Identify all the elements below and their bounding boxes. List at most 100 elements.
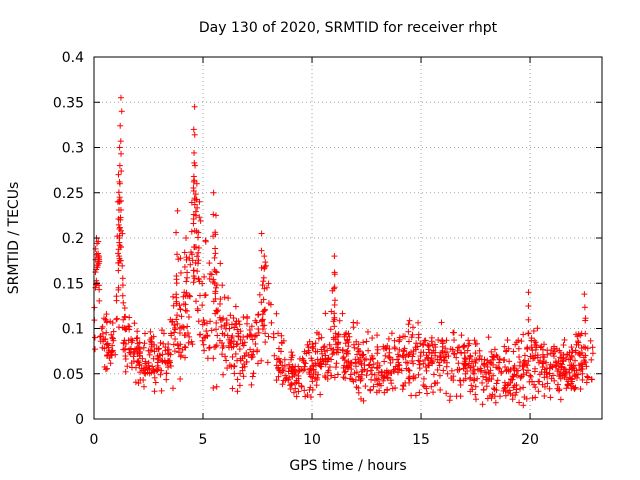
data-point: [182, 292, 189, 299]
data-point: [179, 346, 186, 353]
data-point: [384, 375, 391, 382]
data-point: [218, 339, 225, 346]
data-point: [108, 331, 115, 338]
x-axis-label: GPS time / hours: [289, 458, 406, 474]
data-point: [196, 278, 203, 285]
data-point: [584, 373, 591, 380]
data-point: [190, 187, 197, 194]
data-point: [261, 285, 268, 292]
data-point: [385, 335, 392, 342]
data-point: [383, 369, 390, 376]
data-point: [183, 289, 190, 296]
data-point: [423, 367, 430, 374]
data-point: [332, 364, 339, 371]
data-point: [126, 349, 133, 356]
data-point: [249, 336, 256, 343]
data-point: [467, 352, 474, 359]
data-point: [190, 173, 197, 180]
data-point: [330, 318, 337, 325]
data-point: [230, 343, 237, 350]
data-point: [234, 376, 241, 383]
data-point: [159, 358, 166, 365]
data-point: [471, 376, 478, 383]
data-point: [568, 375, 575, 382]
data-point: [367, 386, 374, 393]
data-point: [345, 363, 352, 370]
data-point: [493, 387, 500, 394]
data-point: [581, 304, 588, 311]
data-point: [113, 293, 120, 300]
data-point: [520, 402, 527, 409]
data-point: [119, 262, 126, 269]
data-point: [174, 320, 181, 327]
data-point: [585, 374, 592, 381]
data-point: [239, 364, 246, 371]
data-point: [183, 307, 190, 314]
data-point: [259, 317, 266, 324]
data-point: [270, 334, 277, 341]
data-point: [375, 376, 382, 383]
data-point: [572, 372, 579, 379]
data-point: [119, 282, 126, 289]
data-point: [167, 316, 174, 323]
data-point: [194, 204, 201, 211]
data-point: [526, 378, 533, 385]
data-point: [451, 337, 458, 344]
data-point: [191, 275, 198, 282]
data-point: [221, 294, 228, 301]
data-point: [360, 397, 367, 404]
data-point: [157, 339, 164, 346]
data-point: [136, 361, 143, 368]
data-point: [190, 126, 197, 133]
data-point: [343, 359, 350, 366]
data-point: [476, 352, 483, 359]
data-point: [173, 316, 180, 323]
data-point: [496, 359, 503, 366]
data-point: [277, 348, 284, 355]
data-point: [321, 343, 328, 350]
data-point: [122, 353, 129, 360]
data-point: [550, 353, 557, 360]
data-point: [184, 274, 191, 281]
data-point: [341, 333, 348, 340]
data-point: [237, 328, 244, 335]
data-point: [383, 345, 390, 352]
data-point: [472, 396, 479, 403]
data-point: [172, 326, 179, 333]
data-point: [116, 162, 123, 169]
data-point: [211, 254, 218, 261]
data-point: [151, 348, 158, 355]
data-point: [213, 319, 220, 326]
data-point: [534, 325, 541, 332]
data-point: [535, 359, 542, 366]
data-point: [480, 387, 487, 394]
data-point: [206, 260, 213, 267]
data-point: [101, 345, 108, 352]
data-point: [543, 365, 550, 372]
data-point: [546, 385, 553, 392]
data-point: [163, 370, 170, 377]
data-point: [450, 350, 457, 357]
data-point: [378, 368, 385, 375]
data-point: [140, 383, 147, 390]
data-point: [310, 345, 317, 352]
data-point: [190, 279, 197, 286]
data-point: [332, 336, 339, 343]
data-point: [322, 352, 329, 359]
data-point: [195, 229, 202, 236]
data-point: [319, 350, 326, 357]
data-point: [521, 352, 528, 359]
data-point: [386, 355, 393, 362]
data-point: [331, 253, 338, 260]
data-point: [110, 337, 117, 344]
data-point: [118, 168, 125, 175]
data-point: [177, 375, 184, 382]
data-point: [315, 335, 322, 342]
x-tick-label: 10: [303, 432, 321, 448]
data-point: [510, 348, 517, 355]
data-point: [197, 217, 204, 224]
data-point: [424, 390, 431, 397]
data-point: [490, 372, 497, 379]
data-point: [574, 333, 581, 340]
